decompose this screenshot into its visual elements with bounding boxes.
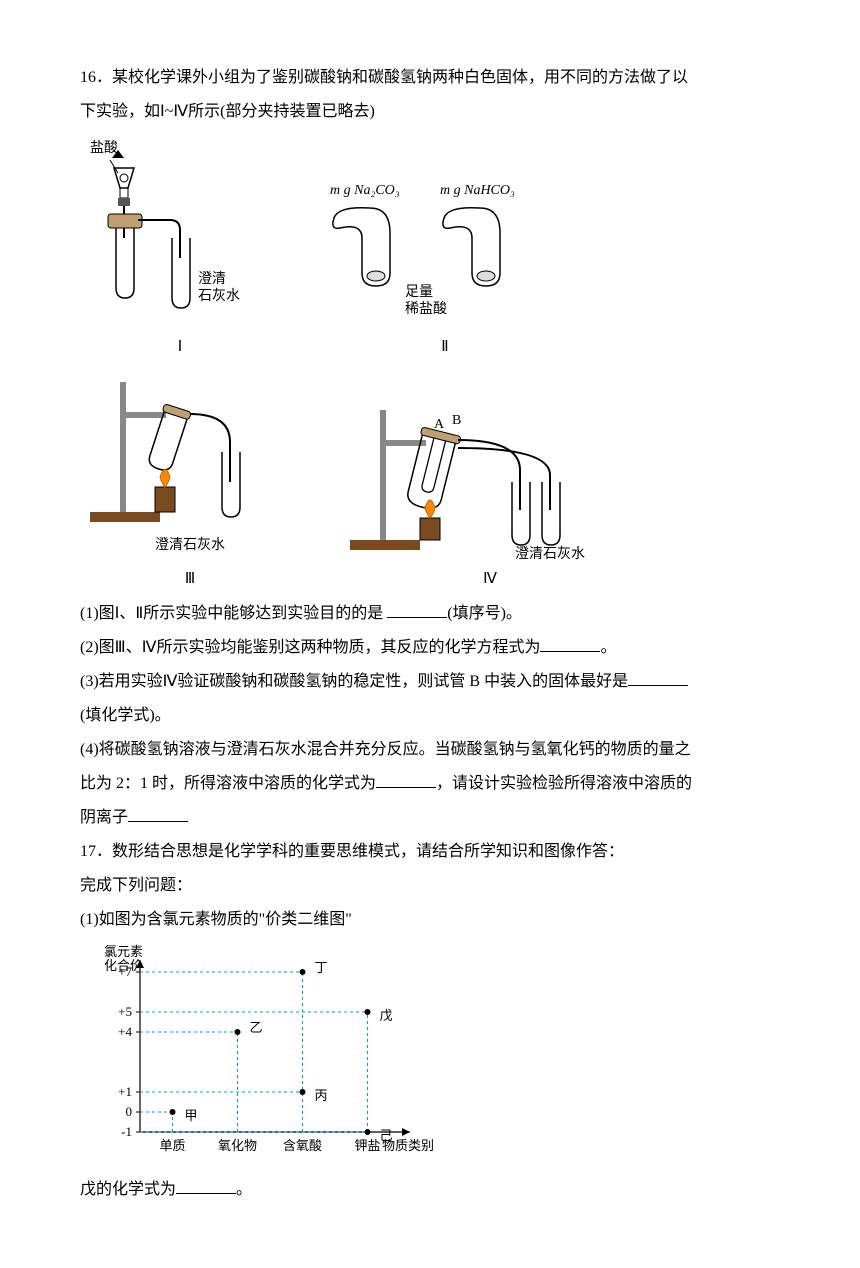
q16-intro-line1: 16．某校化学课外小组为了鉴别碳酸钠和碳酸氢钠两种白色固体，用不同的方法做了以 xyxy=(80,62,780,94)
q16-intro-line2: 下实验，如Ⅰ~Ⅳ所示(部分夹持装置已略去) xyxy=(80,96,780,128)
valence-chart: 氯元素化合价物质类别+7+5+4+10-1单质氧化物含氧酸钾盐甲乙丁丙戊己 xyxy=(80,942,780,1172)
figure-3: 澄清石灰水 Ⅲ xyxy=(80,372,300,594)
valence-chart-svg: 氯元素化合价物质类别+7+5+4+10-1单质氧化物含氧酸钾盐甲乙丁丙戊己 xyxy=(80,942,440,1172)
figure-2-svg: m g Na₂CO₃ m g NaHCO₃ 足量 稀盐酸 xyxy=(320,178,570,328)
q16-p2a: (2)图Ⅲ、Ⅳ所示实验均能鉴别这两种物质，其反应的化学方程式为 xyxy=(80,639,540,656)
q16-p3b: (填化学式)。 xyxy=(80,700,780,732)
figure-1-svg: 盐酸 澄清 石灰水 xyxy=(80,138,280,328)
q17-p2b: 。 xyxy=(236,1181,252,1198)
svg-text:丙: 丙 xyxy=(315,1088,328,1103)
q16-p2: (2)图Ⅲ、Ⅳ所示实验均能鉴别这两种物质，其反应的化学方程式为 。 xyxy=(80,632,780,664)
svg-text:-1: -1 xyxy=(121,1124,132,1139)
q17-p1: (1)如图为含氯元素物质的"价类二维图" xyxy=(80,904,780,936)
svg-text:钾盐: 钾盐 xyxy=(354,1138,380,1153)
q17-p2a: 戊的化学式为 xyxy=(80,1181,176,1198)
q17-intro1: 17．数形结合思想是化学学科的重要思维模式，请结合所学知识和图像作答： xyxy=(80,836,780,868)
figure-4: A B 澄清石灰水 Ⅳ xyxy=(340,400,640,594)
label-hcl-2a: 足量 xyxy=(405,284,433,300)
q17-p2: 戊的化学式为 。 xyxy=(80,1174,780,1206)
figure-1-caption: Ⅰ xyxy=(178,332,182,362)
blank-1[interactable] xyxy=(387,599,447,618)
q16-p4c: ，请设计实验检验所得溶液中溶质的 xyxy=(436,775,692,792)
figure-4-svg: A B 澄清石灰水 xyxy=(340,400,640,560)
q16-p1: (1)图Ⅰ、Ⅱ所示实验中能够达到实验目的的是 (填序号)。 xyxy=(80,598,780,630)
figure-3-caption: Ⅲ xyxy=(185,564,195,594)
figure-4-lime: 澄清石灰水 xyxy=(515,546,585,560)
svg-text:氧化物: 氧化物 xyxy=(218,1138,257,1153)
figure-row-2: 澄清石灰水 Ⅲ A B 澄清石灰水 xyxy=(80,372,780,594)
q16-p1b: (填序号)。 xyxy=(447,605,522,622)
figure-3-lime: 澄清石灰水 xyxy=(155,532,225,560)
q16-p4b-line: 比为 2：1 时，所得溶液中溶质的化学式为 ，请设计实验检验所得溶液中溶质的 xyxy=(80,768,780,800)
svg-text:氯元素: 氯元素 xyxy=(104,944,143,959)
q16-p3: (3)若用实验Ⅳ验证碳酸钠和碳酸氢钠的稳定性，则试管 B 中装入的固体最好是 xyxy=(80,666,780,698)
label-A: A xyxy=(434,417,445,432)
label-m1: m g Na₂CO₃ xyxy=(330,183,400,198)
label-lime-1b: 石灰水 xyxy=(198,288,240,304)
q17-intro2: 完成下列问题： xyxy=(80,870,780,902)
figure-row-1: 盐酸 澄清 石灰水 Ⅰ m g Na₂CO₃ m g NaHCO₃ xyxy=(80,138,780,362)
svg-text:+5: +5 xyxy=(118,1004,132,1019)
svg-text:单质: 单质 xyxy=(159,1138,185,1153)
svg-text:+7: +7 xyxy=(118,964,132,979)
svg-text:+4: +4 xyxy=(118,1024,132,1039)
q16-p4d-line: 阴离子 xyxy=(80,802,780,834)
q16-p3a: (3)若用实验Ⅳ验证碳酸钠和碳酸氢钠的稳定性，则试管 B 中装入的固体最好是 xyxy=(80,673,628,690)
svg-text:含氧酸: 含氧酸 xyxy=(283,1138,322,1153)
figure-2-caption: Ⅱ xyxy=(441,332,448,362)
label-B: B xyxy=(452,413,461,428)
svg-text:己: 己 xyxy=(380,1128,393,1143)
q16-p1a: (1)图Ⅰ、Ⅱ所示实验中能够达到实验目的的是 xyxy=(80,605,387,622)
svg-text:乙: 乙 xyxy=(250,1020,263,1035)
figure-2: m g Na₂CO₃ m g NaHCO₃ 足量 稀盐酸 Ⅱ xyxy=(320,178,570,362)
figure-1: 盐酸 澄清 石灰水 Ⅰ xyxy=(80,138,280,362)
q16-p4a: (4)将碳酸氢钠溶液与澄清石灰水混合并充分反应。当碳酸氢钠与氢氧化钙的物质的量之 xyxy=(80,734,780,766)
label-m2: m g NaHCO₃ xyxy=(440,183,515,198)
label-lime-1a: 澄清 xyxy=(198,271,226,287)
svg-text:戊: 戊 xyxy=(380,1008,393,1023)
figure-3-svg xyxy=(80,372,300,532)
blank-5[interactable] xyxy=(128,803,188,822)
svg-text:0: 0 xyxy=(126,1104,133,1119)
svg-text:甲: 甲 xyxy=(185,1108,198,1123)
q16-p2b: 。 xyxy=(600,639,616,656)
blank-3[interactable] xyxy=(628,667,688,686)
blank-2[interactable] xyxy=(540,633,600,652)
q16-p4d: 阴离子 xyxy=(80,809,128,826)
label-hcl-2b: 稀盐酸 xyxy=(405,301,447,317)
blank-6[interactable] xyxy=(176,1175,236,1194)
svg-text:丁: 丁 xyxy=(315,960,328,975)
blank-4[interactable] xyxy=(376,769,436,788)
q16-p4b: 比为 2：1 时，所得溶液中溶质的化学式为 xyxy=(80,775,376,792)
svg-text:+1: +1 xyxy=(118,1084,132,1099)
label-hcl: 盐酸 xyxy=(90,140,118,156)
figure-4-caption: Ⅳ xyxy=(483,564,497,594)
